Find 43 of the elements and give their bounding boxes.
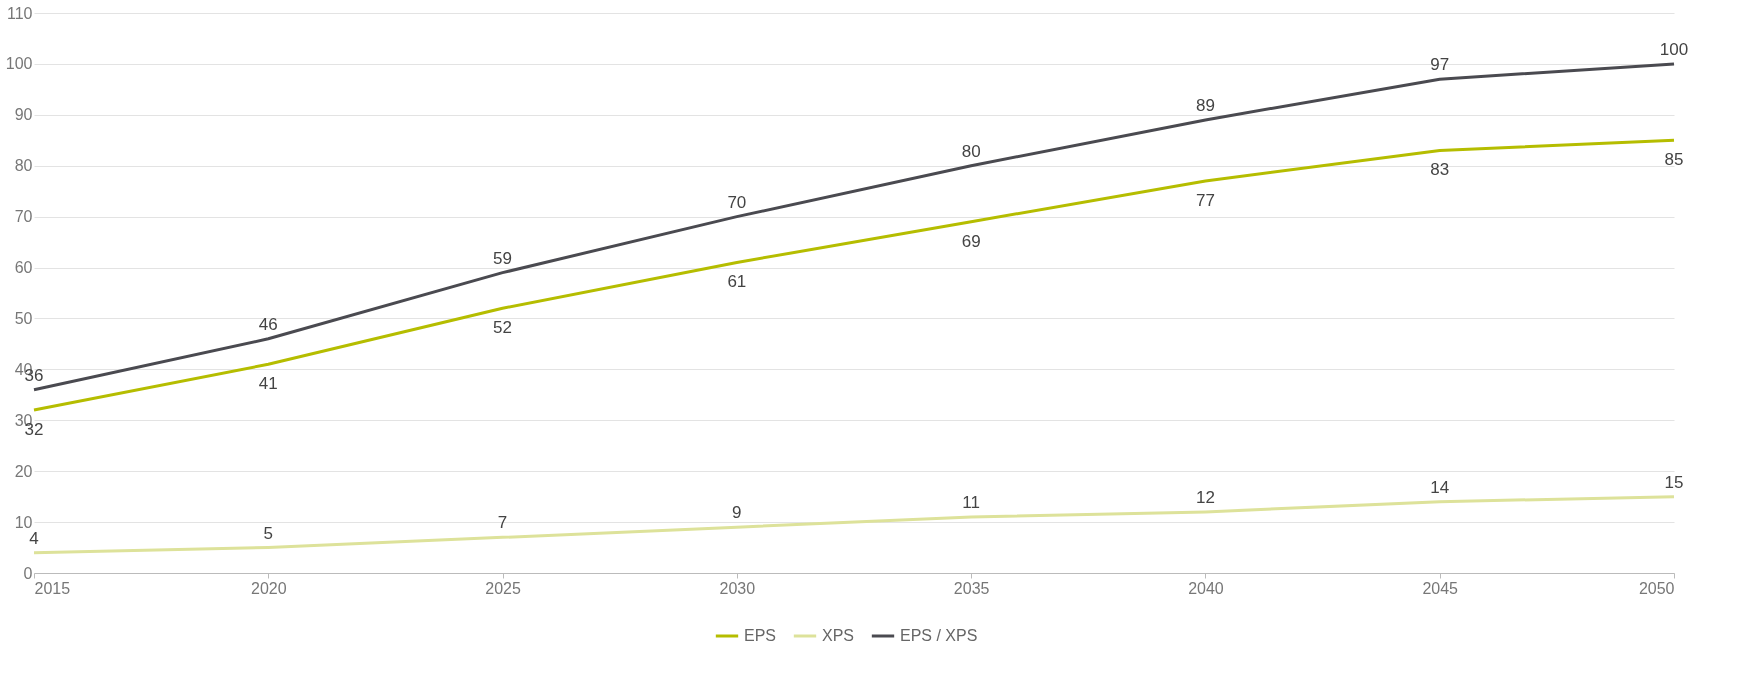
data-label: 80 xyxy=(961,141,981,161)
data-label: 52 xyxy=(493,318,513,338)
data-label: 12 xyxy=(1195,487,1215,507)
y-tick-label: 110 xyxy=(6,4,33,22)
legend-label: EPS / XPS xyxy=(900,627,978,644)
data-label: 70 xyxy=(727,192,747,212)
y-tick-label: 60 xyxy=(14,259,33,277)
data-label: 11 xyxy=(962,493,980,512)
data-label: 46 xyxy=(258,314,278,334)
y-tick-label: 10 xyxy=(14,513,33,531)
x-tick-label: 2030 xyxy=(719,579,756,597)
data-label: 77 xyxy=(1195,191,1215,210)
data-label: 5 xyxy=(263,523,274,543)
x-tick-label: 2050 xyxy=(1638,579,1675,597)
y-tick-label: 20 xyxy=(14,462,33,480)
data-label: 7 xyxy=(497,513,508,533)
data-label: 61 xyxy=(727,272,747,292)
y-tick-label: 0 xyxy=(23,564,33,582)
x-tick-label: 2025 xyxy=(485,579,521,597)
x-tick-label: 2035 xyxy=(953,579,990,597)
data-label: 59 xyxy=(493,248,513,268)
data-label: 85 xyxy=(1664,150,1684,170)
y-tick-label: 70 xyxy=(14,208,33,226)
data-label: 69 xyxy=(961,231,981,251)
y-tick-label: 80 xyxy=(14,157,33,175)
data-label: 4 xyxy=(29,528,39,548)
data-label: 14 xyxy=(1430,477,1450,497)
data-label: 15 xyxy=(1664,472,1684,492)
data-label: 9 xyxy=(732,503,742,523)
data-label: 41 xyxy=(258,374,278,394)
x-tick-label: 2020 xyxy=(250,579,287,597)
legend-label: XPS xyxy=(822,627,855,644)
x-tick-label: 2045 xyxy=(1422,579,1459,597)
data-label: 83 xyxy=(1430,160,1450,180)
x-tick-label: 2015 xyxy=(34,579,71,597)
x-tick-label: 2040 xyxy=(1188,579,1224,597)
legend-label: EPS xyxy=(744,627,777,644)
data-label: 100 xyxy=(1659,39,1689,59)
data-label: 97 xyxy=(1430,55,1450,75)
y-tick-label: 50 xyxy=(14,309,33,327)
y-tick-label: 100 xyxy=(5,55,33,73)
y-tick-label: 90 xyxy=(14,106,33,124)
data-label: 89 xyxy=(1195,95,1215,115)
